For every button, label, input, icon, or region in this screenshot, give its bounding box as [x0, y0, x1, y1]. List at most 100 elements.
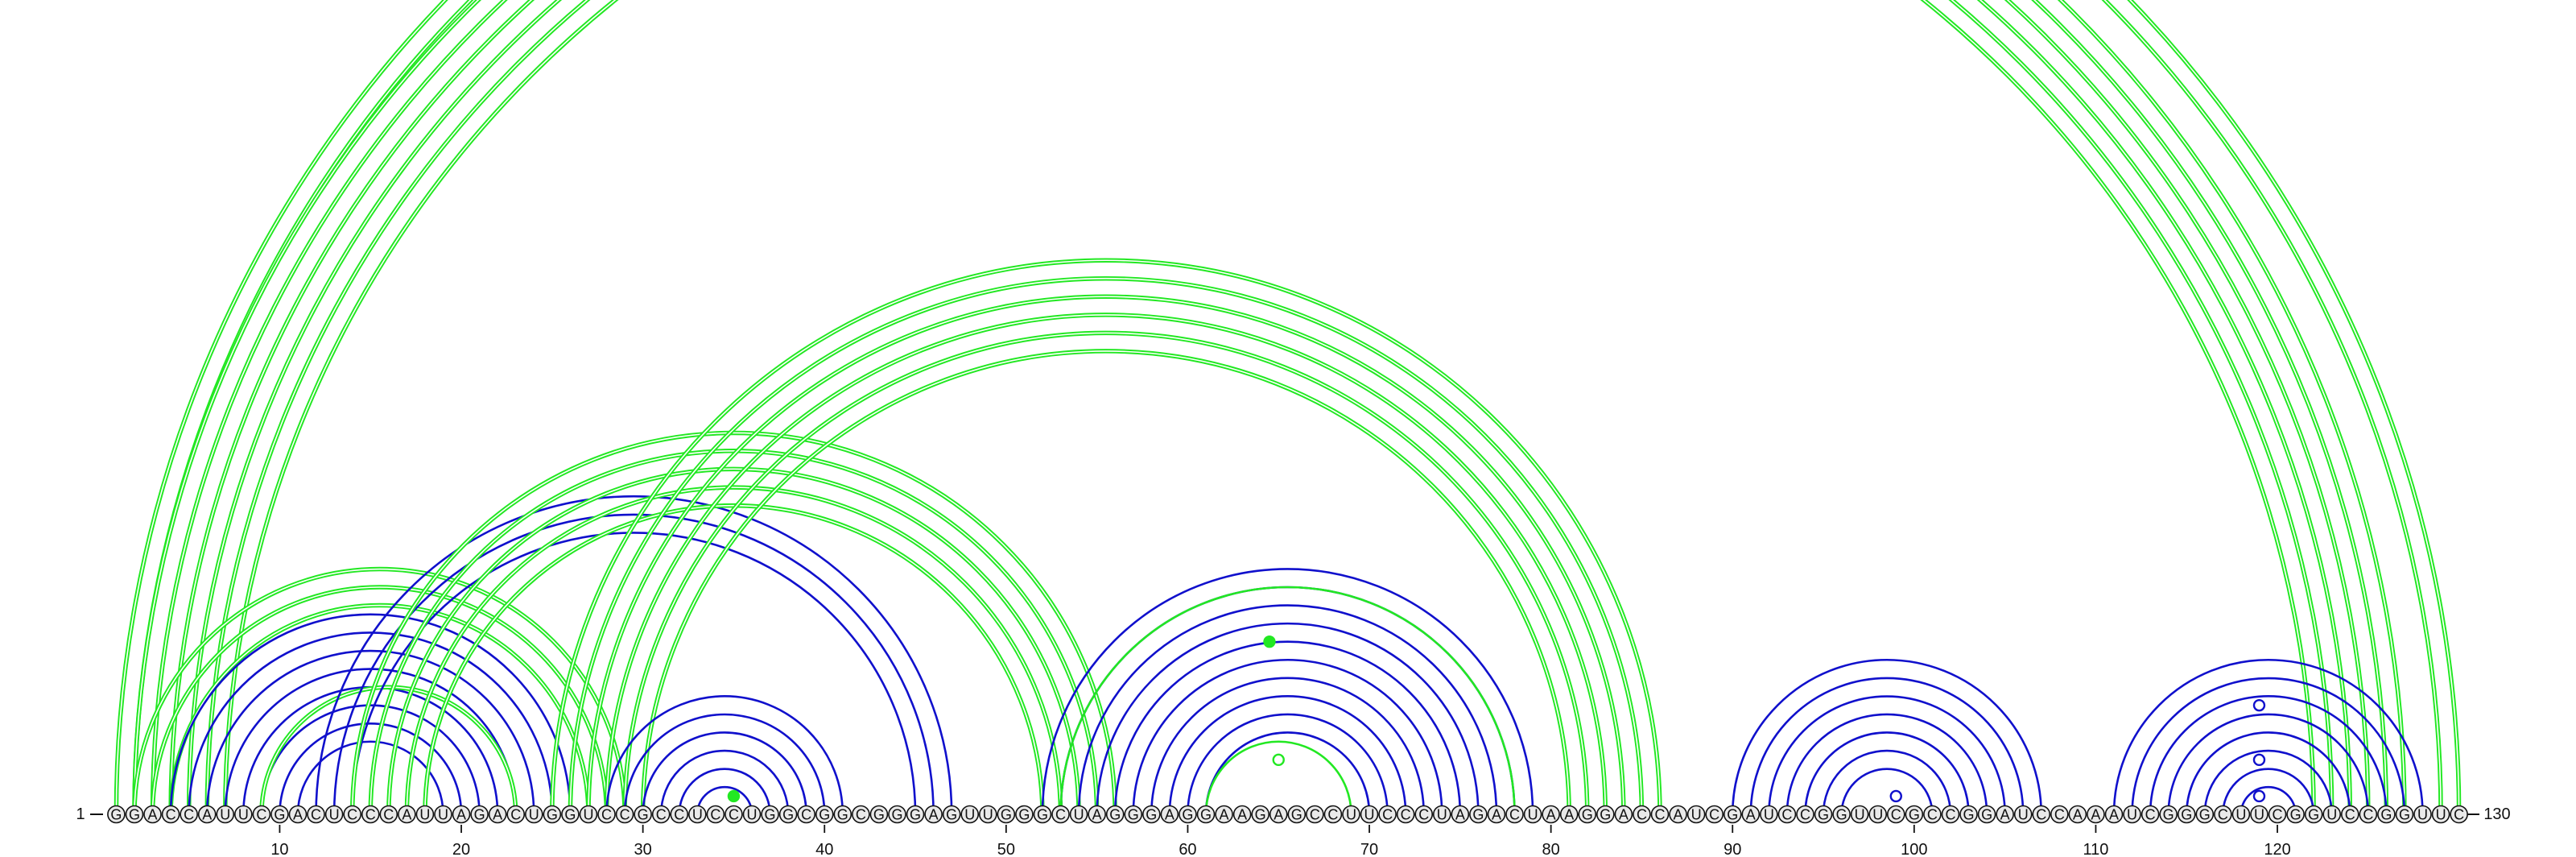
nucleotide-52: G — [1033, 805, 1052, 824]
nucleotide-letter: A — [148, 807, 158, 823]
nucleotide-93: C — [1777, 805, 1797, 824]
nucleotide-122: G — [2304, 805, 2323, 824]
nucleotide-69: U — [1342, 805, 1360, 824]
nucleotide-circle — [1323, 805, 1343, 824]
nucleotide-124: C — [2340, 805, 2359, 824]
position-ticks: 10 20 30 40 50 60 70 80 90 100 110 120 — [270, 825, 2291, 857]
nucleotide-circle — [1905, 805, 1924, 824]
arc-green-9-23-gap — [261, 686, 517, 815]
nucleotide-circle — [1596, 805, 1615, 824]
nucleotide-circle — [1614, 805, 1633, 824]
nucleotide-letter: C — [620, 807, 630, 823]
nucleotide-106: U — [2013, 805, 2033, 824]
nucleotide-circle — [1542, 805, 1560, 824]
nucleotide-circle — [1578, 805, 1597, 824]
nucleotide-circle — [234, 805, 253, 824]
nucleotide-circle — [815, 805, 834, 824]
tick-label-50: 50 — [997, 841, 1015, 857]
nucleotide-circle — [2140, 805, 2160, 824]
nucleotide-letter: A — [929, 807, 939, 823]
nucleotide-letter: G — [1128, 807, 1139, 823]
nucleotide-49: U — [978, 805, 997, 824]
nucleotide-103: G — [1959, 805, 1978, 824]
nucleotide-circle — [888, 805, 906, 824]
arc-green-1-130-gap — [115, 0, 2460, 815]
nucleotide-letter: G — [910, 807, 921, 823]
nucleotide-21: G — [470, 805, 489, 824]
arc-blue-96-101 — [1840, 768, 1934, 815]
nucleotide-letter: A — [1492, 807, 1501, 823]
nucleotide-45: G — [906, 805, 925, 824]
nucleotide-letter: G — [891, 807, 902, 823]
nucleotide-117: C — [2214, 805, 2232, 824]
nucleotide-circle — [1232, 805, 1252, 824]
nucleotide-26: G — [561, 805, 580, 824]
nucleotide-letter: U — [2235, 807, 2246, 823]
nucleotide-68: C — [1323, 805, 1343, 824]
arc-blue-94-103 — [1804, 731, 1970, 815]
nucleotide-70: U — [1360, 805, 1379, 824]
nucleotide-circle — [2413, 805, 2432, 824]
nucleotide-circle — [688, 805, 707, 824]
nucleotide-circle — [1179, 805, 1197, 824]
nucleotide-letter: A — [2000, 807, 2010, 823]
nucleotide-circle — [1796, 805, 1814, 824]
arc-green-30-81 — [640, 349, 1571, 815]
nucleotide-circle — [1142, 805, 1161, 824]
nucleotide-letter: U — [220, 807, 230, 823]
nucleotide-letter: U — [2018, 807, 2029, 823]
nucleotide-letter: G — [1291, 807, 1302, 823]
arc-blue-31-38 — [659, 749, 790, 815]
nucleotide-letter: A — [2073, 807, 2083, 823]
arc-blue-10-20 — [279, 722, 463, 815]
nucleotide-35: C — [724, 805, 743, 824]
nucleotide-33: U — [688, 805, 707, 824]
nucleotide-circle — [2340, 805, 2359, 824]
nucleotide-90: G — [1723, 805, 1742, 824]
nucleotide-letter: C — [1310, 807, 1320, 823]
nucleotide-circle — [1342, 805, 1360, 824]
arc-blue-53-78 — [1059, 586, 1516, 815]
nucleotide-circle — [1105, 805, 1125, 824]
nucleotide-circle — [651, 805, 671, 824]
nucleotide-circle — [2013, 805, 2033, 824]
nucleotide-32: C — [670, 805, 689, 824]
nucleotide-circle — [2214, 805, 2232, 824]
nucleotide-102: C — [1941, 805, 1960, 824]
nucleotide-109: A — [2068, 805, 2087, 824]
nucleotide-letter: C — [2054, 807, 2065, 823]
nucleotide-105: A — [1996, 805, 2014, 824]
nucleotide-circle — [2450, 805, 2468, 824]
nucleotide-letter: C — [2036, 807, 2046, 823]
nucleotide-letter: U — [2436, 807, 2446, 823]
nucleotide-letter: A — [1455, 807, 1465, 823]
nucleotide-92: U — [1760, 805, 1778, 824]
arc-blue-111-128 — [2112, 659, 2424, 815]
nucleotide-letter: G — [638, 807, 649, 823]
nucleotide-letter: A — [1237, 807, 1247, 823]
nucleotide-48: U — [960, 805, 980, 824]
nucleotide-128: U — [2413, 805, 2432, 824]
nucleotide-circle — [252, 805, 271, 824]
nucleotide-13: U — [324, 805, 344, 824]
nucleotide-letter: U — [1364, 807, 1375, 823]
nucleotide-circle — [2431, 805, 2450, 824]
nucleotide-letter: C — [2363, 807, 2373, 823]
nucleotide-circle — [1251, 805, 1269, 824]
nucleotide-letter: C — [1709, 807, 1719, 823]
nucleotide-circle — [1723, 805, 1742, 824]
nucleotide-circle — [2268, 805, 2287, 824]
nucleotide-circle — [506, 805, 526, 824]
nucleotide-61: G — [1196, 805, 1216, 824]
arc-green-1-130 — [114, 0, 2462, 815]
nucleotide-letter: U — [2326, 807, 2337, 823]
nucleotide-circle — [561, 805, 580, 824]
tick-label-60: 60 — [1179, 841, 1196, 857]
nucleotide-letter: U — [1346, 807, 1356, 823]
arc-blue-55-76 — [1096, 622, 1480, 815]
nucleotide-circle — [960, 805, 980, 824]
nucleotide-letter: G — [1037, 807, 1048, 823]
nucleotide-63: A — [1232, 805, 1252, 824]
nucleotide-circle — [2286, 805, 2305, 824]
nucleotide-circle — [997, 805, 1016, 824]
